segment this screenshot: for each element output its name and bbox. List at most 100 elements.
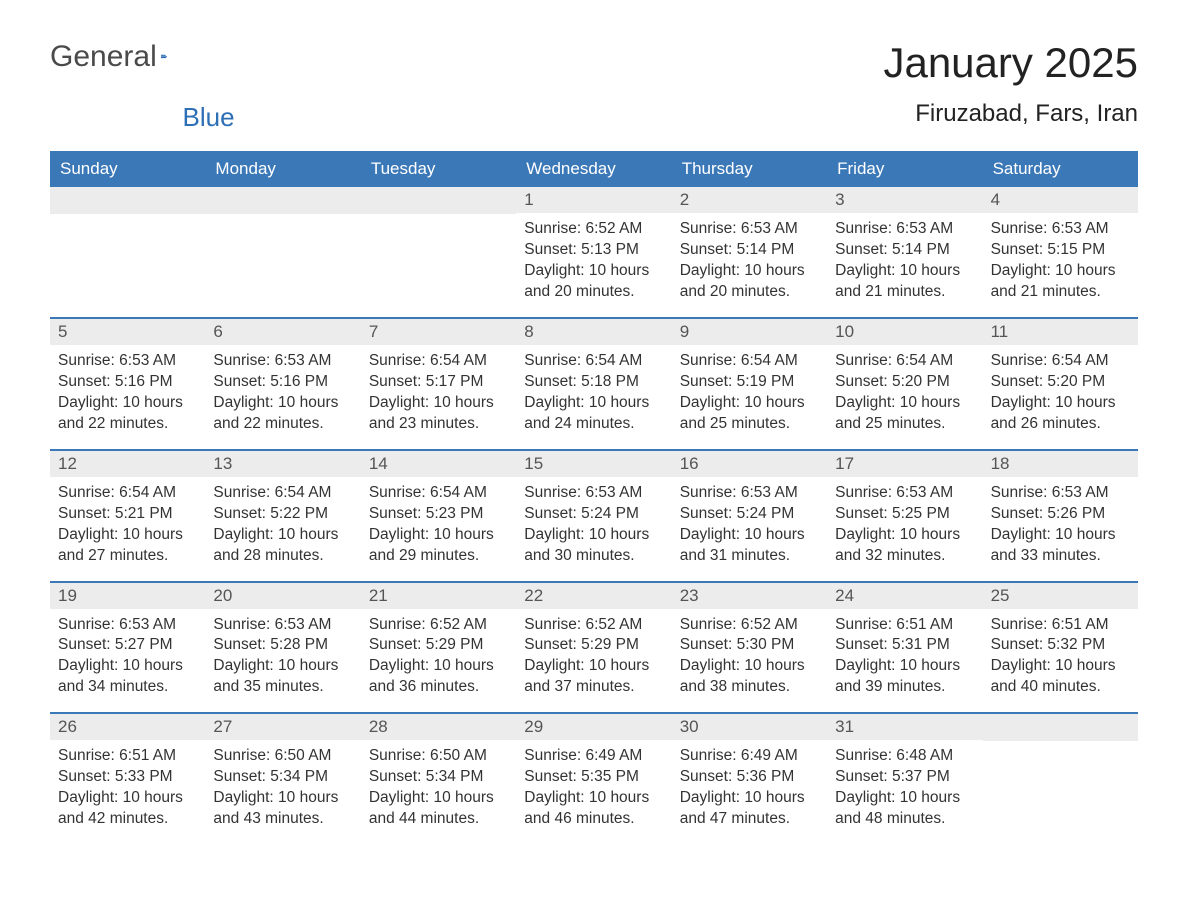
day-sunrise: Sunrise: 6:51 AM [991, 615, 1130, 636]
day-day1: Daylight: 10 hours [524, 656, 663, 677]
day-cell: 1Sunrise: 6:52 AMSunset: 5:13 PMDaylight… [516, 187, 671, 317]
day-sunrise: Sunrise: 6:54 AM [369, 351, 508, 372]
day-number: 26 [50, 714, 205, 740]
day-day2: and 40 minutes. [991, 677, 1130, 698]
day-day2: and 37 minutes. [524, 677, 663, 698]
day-body: Sunrise: 6:52 AMSunset: 5:30 PMDaylight:… [672, 609, 827, 713]
day-body: Sunrise: 6:48 AMSunset: 5:37 PMDaylight:… [827, 740, 982, 844]
day-number: 18 [983, 451, 1138, 477]
day-sunset: Sunset: 5:31 PM [835, 635, 974, 656]
day-number: 28 [361, 714, 516, 740]
day-day2: and 29 minutes. [369, 546, 508, 567]
day-cell: 3Sunrise: 6:53 AMSunset: 5:14 PMDaylight… [827, 187, 982, 317]
day-day1: Daylight: 10 hours [680, 788, 819, 809]
day-day2: and 20 minutes. [524, 282, 663, 303]
day-sunrise: Sunrise: 6:50 AM [369, 746, 508, 767]
day-sunset: Sunset: 5:14 PM [835, 240, 974, 261]
day-sunrise: Sunrise: 6:54 AM [524, 351, 663, 372]
day-day1: Daylight: 10 hours [369, 393, 508, 414]
day-day1: Daylight: 10 hours [213, 525, 352, 546]
day-day1: Daylight: 10 hours [835, 261, 974, 282]
day-sunrise: Sunrise: 6:53 AM [991, 483, 1130, 504]
day-day1: Daylight: 10 hours [835, 525, 974, 546]
day-number: 31 [827, 714, 982, 740]
day-body: Sunrise: 6:53 AMSunset: 5:24 PMDaylight:… [516, 477, 671, 581]
weekday-header: Sunday Monday Tuesday Wednesday Thursday… [50, 151, 1138, 187]
day-body: Sunrise: 6:54 AMSunset: 5:22 PMDaylight:… [205, 477, 360, 581]
day-day1: Daylight: 10 hours [835, 656, 974, 677]
day-body: Sunrise: 6:53 AMSunset: 5:15 PMDaylight:… [983, 213, 1138, 317]
day-day2: and 21 minutes. [991, 282, 1130, 303]
day-day2: and 35 minutes. [213, 677, 352, 698]
day-number: 17 [827, 451, 982, 477]
day-day2: and 20 minutes. [680, 282, 819, 303]
day-number: 16 [672, 451, 827, 477]
day-day1: Daylight: 10 hours [991, 656, 1130, 677]
calendar: Sunday Monday Tuesday Wednesday Thursday… [50, 151, 1138, 844]
day-day2: and 39 minutes. [835, 677, 974, 698]
day-day1: Daylight: 10 hours [58, 525, 197, 546]
day-day1: Daylight: 10 hours [213, 656, 352, 677]
day-cell [983, 714, 1138, 844]
day-sunset: Sunset: 5:17 PM [369, 372, 508, 393]
day-number: 3 [827, 187, 982, 213]
day-body: Sunrise: 6:52 AMSunset: 5:13 PMDaylight:… [516, 213, 671, 317]
day-cell [50, 187, 205, 317]
day-day1: Daylight: 10 hours [524, 261, 663, 282]
day-day2: and 24 minutes. [524, 414, 663, 435]
day-cell: 24Sunrise: 6:51 AMSunset: 5:31 PMDayligh… [827, 583, 982, 713]
day-day2: and 32 minutes. [835, 546, 974, 567]
day-number: 19 [50, 583, 205, 609]
weekday-mon: Monday [205, 151, 360, 187]
day-body: Sunrise: 6:53 AMSunset: 5:28 PMDaylight:… [205, 609, 360, 713]
day-cell: 31Sunrise: 6:48 AMSunset: 5:37 PMDayligh… [827, 714, 982, 844]
day-cell: 7Sunrise: 6:54 AMSunset: 5:17 PMDaylight… [361, 319, 516, 449]
day-sunset: Sunset: 5:20 PM [991, 372, 1130, 393]
day-day2: and 30 minutes. [524, 546, 663, 567]
day-number: 25 [983, 583, 1138, 609]
day-number: 13 [205, 451, 360, 477]
day-day1: Daylight: 10 hours [991, 525, 1130, 546]
day-sunset: Sunset: 5:29 PM [524, 635, 663, 656]
day-sunset: Sunset: 5:30 PM [680, 635, 819, 656]
day-sunrise: Sunrise: 6:53 AM [58, 615, 197, 636]
day-number: 4 [983, 187, 1138, 213]
day-sunset: Sunset: 5:16 PM [213, 372, 352, 393]
day-number: 9 [672, 319, 827, 345]
month-title: January 2025 [883, 40, 1138, 86]
day-day2: and 33 minutes. [991, 546, 1130, 567]
week-row: 26Sunrise: 6:51 AMSunset: 5:33 PMDayligh… [50, 712, 1138, 844]
day-sunset: Sunset: 5:16 PM [58, 372, 197, 393]
day-cell: 19Sunrise: 6:53 AMSunset: 5:27 PMDayligh… [50, 583, 205, 713]
day-day2: and 25 minutes. [835, 414, 974, 435]
day-sunset: Sunset: 5:34 PM [369, 767, 508, 788]
day-day1: Daylight: 10 hours [991, 393, 1130, 414]
day-day2: and 23 minutes. [369, 414, 508, 435]
day-sunset: Sunset: 5:13 PM [524, 240, 663, 261]
day-sunrise: Sunrise: 6:54 AM [369, 483, 508, 504]
day-number: 2 [672, 187, 827, 213]
day-sunset: Sunset: 5:29 PM [369, 635, 508, 656]
day-sunrise: Sunrise: 6:53 AM [680, 219, 819, 240]
day-body: Sunrise: 6:54 AMSunset: 5:18 PMDaylight:… [516, 345, 671, 449]
day-sunset: Sunset: 5:24 PM [524, 504, 663, 525]
day-body: Sunrise: 6:54 AMSunset: 5:21 PMDaylight:… [50, 477, 205, 581]
day-cell: 21Sunrise: 6:52 AMSunset: 5:29 PMDayligh… [361, 583, 516, 713]
day-day1: Daylight: 10 hours [835, 393, 974, 414]
day-day2: and 22 minutes. [58, 414, 197, 435]
day-cell: 18Sunrise: 6:53 AMSunset: 5:26 PMDayligh… [983, 451, 1138, 581]
day-day1: Daylight: 10 hours [369, 788, 508, 809]
brand-word-b: Blue [183, 102, 235, 133]
day-day1: Daylight: 10 hours [369, 656, 508, 677]
day-day2: and 34 minutes. [58, 677, 197, 698]
day-body: Sunrise: 6:54 AMSunset: 5:20 PMDaylight:… [827, 345, 982, 449]
day-body: Sunrise: 6:53 AMSunset: 5:14 PMDaylight:… [827, 213, 982, 317]
day-cell: 16Sunrise: 6:53 AMSunset: 5:24 PMDayligh… [672, 451, 827, 581]
day-number [361, 187, 516, 214]
day-cell: 10Sunrise: 6:54 AMSunset: 5:20 PMDayligh… [827, 319, 982, 449]
day-cell: 22Sunrise: 6:52 AMSunset: 5:29 PMDayligh… [516, 583, 671, 713]
day-body: Sunrise: 6:52 AMSunset: 5:29 PMDaylight:… [516, 609, 671, 713]
day-sunset: Sunset: 5:19 PM [680, 372, 819, 393]
day-sunrise: Sunrise: 6:54 AM [213, 483, 352, 504]
day-sunset: Sunset: 5:34 PM [213, 767, 352, 788]
